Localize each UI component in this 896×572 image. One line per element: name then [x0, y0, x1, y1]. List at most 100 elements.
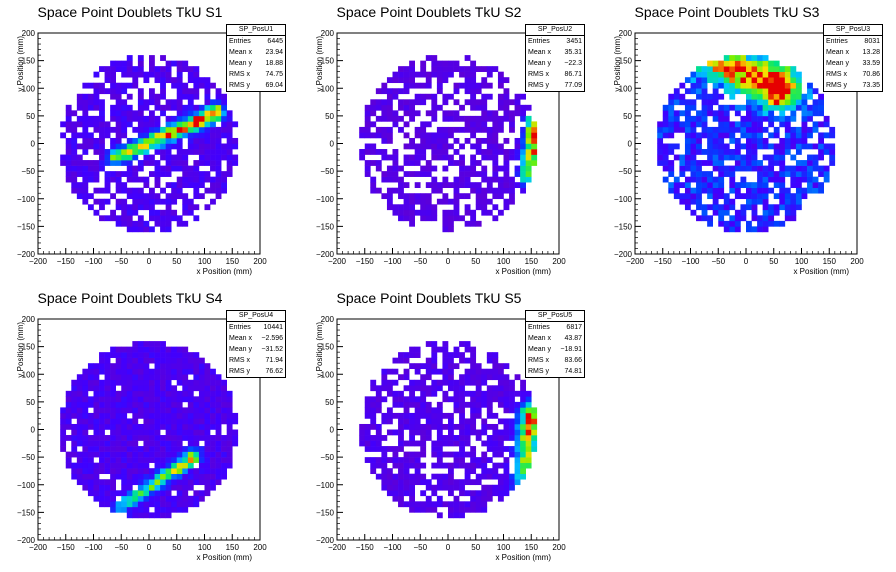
heatmap-cell [453, 352, 460, 358]
heatmap-cell [76, 407, 83, 414]
heatmap-cell [409, 66, 415, 72]
heatmap-cell [470, 143, 477, 150]
heatmap-cell [503, 418, 510, 425]
heatmap-cell [115, 99, 122, 106]
heatmap-cell [657, 143, 664, 150]
heatmap-cell [662, 160, 669, 166]
heatmap-cell [143, 126, 150, 133]
heatmap-cell [176, 126, 183, 133]
heatmap-cell [93, 115, 100, 122]
heatmap-cell [193, 165, 200, 172]
heatmap-cell [475, 479, 482, 486]
heatmap-cell [409, 401, 415, 408]
heatmap-cell [712, 209, 719, 216]
heatmap-cell [149, 187, 155, 194]
heatmap-cell [154, 143, 161, 150]
heatmap-cell [176, 451, 183, 458]
heatmap-cell [436, 82, 443, 89]
heatmap-cell [707, 137, 713, 144]
heatmap-cell [215, 182, 222, 189]
heatmap-cell [707, 104, 713, 111]
x-tick-label: 50 [769, 257, 778, 266]
heatmap-cell [176, 440, 183, 447]
heatmap-cell [132, 506, 139, 513]
heatmap-cell [176, 418, 183, 425]
heatmap-cell [132, 187, 139, 194]
heatmap-cell [132, 143, 139, 150]
heatmap-cell [132, 473, 139, 480]
heatmap-cell [464, 193, 471, 200]
heatmap-cell [684, 187, 691, 194]
heatmap-cell [497, 418, 504, 425]
heatmap-cell [757, 66, 763, 72]
heatmap-cell [470, 215, 477, 222]
heatmap-cell [486, 396, 493, 403]
heatmap-cell [193, 473, 200, 480]
heatmap-cell [509, 99, 515, 106]
heatmap-cell [425, 484, 432, 491]
heatmap-cell [386, 126, 393, 133]
heatmap-cell [459, 435, 465, 441]
heatmap-cell [215, 171, 222, 177]
heatmap-cell [381, 457, 388, 463]
heatmap-cell [403, 440, 410, 447]
heatmap-cell [187, 401, 194, 408]
heatmap-cell [684, 176, 691, 183]
heatmap-cell [204, 143, 211, 150]
heatmap-cell [520, 132, 526, 139]
heatmap-cell [525, 396, 532, 403]
heatmap-cell [525, 390, 532, 397]
heatmap-cell [165, 115, 172, 122]
heatmap-cell [398, 401, 404, 408]
heatmap-cell [215, 115, 222, 122]
heatmap-cell [210, 390, 216, 397]
heatmap-cell [99, 446, 105, 452]
heatmap-cell [757, 171, 763, 177]
y-tick-label: −200 [316, 536, 335, 545]
heatmap-cell [459, 490, 465, 497]
heatmap-cell [171, 132, 178, 139]
heatmap-cell [486, 490, 493, 497]
heatmap-cell [104, 352, 111, 358]
heatmap-cell [431, 187, 438, 194]
heatmap-cell [210, 126, 216, 133]
heatmap-cell [121, 60, 128, 67]
heatmap-cell [746, 115, 752, 122]
heatmap-cell [818, 93, 824, 100]
heatmap-cell [392, 160, 399, 166]
heatmap-cell [790, 154, 797, 161]
heatmap-cell [668, 182, 675, 189]
heatmap-cell [121, 506, 128, 513]
heatmap-cell [126, 418, 133, 425]
heatmap-cell [132, 77, 139, 84]
heatmap-cell [160, 363, 166, 370]
heatmap-cell [154, 457, 161, 463]
heatmap-cell [718, 209, 725, 216]
heatmap-cell [531, 429, 538, 436]
heatmap-cell [154, 132, 161, 139]
heatmap-cell [137, 341, 144, 347]
heatmap-cell [76, 104, 83, 111]
heatmap-cell [182, 462, 189, 469]
heatmap-cell [182, 154, 189, 161]
heatmap-cell [193, 363, 200, 370]
heatmap-cell [143, 368, 150, 375]
heatmap-cell [729, 182, 736, 189]
heatmap-cell [790, 110, 797, 117]
heatmap-cell [386, 490, 393, 497]
heatmap-cell [746, 88, 752, 95]
heatmap-cell [486, 390, 493, 397]
heatmap-cell [198, 77, 205, 84]
heatmap-cell [531, 137, 538, 144]
heatmap-cell [176, 490, 183, 497]
heatmap-cell [503, 446, 510, 452]
heatmap-cell [481, 379, 488, 386]
heatmap-cell [176, 446, 183, 452]
heatmap-cell [453, 363, 460, 370]
heatmap-cell [757, 93, 763, 100]
heatmap-cell [762, 77, 769, 84]
heatmap-cell [509, 423, 515, 430]
heatmap-cell [442, 198, 449, 205]
x-axis-title: x Position (mm) [495, 553, 551, 562]
heatmap-cell [453, 137, 460, 144]
